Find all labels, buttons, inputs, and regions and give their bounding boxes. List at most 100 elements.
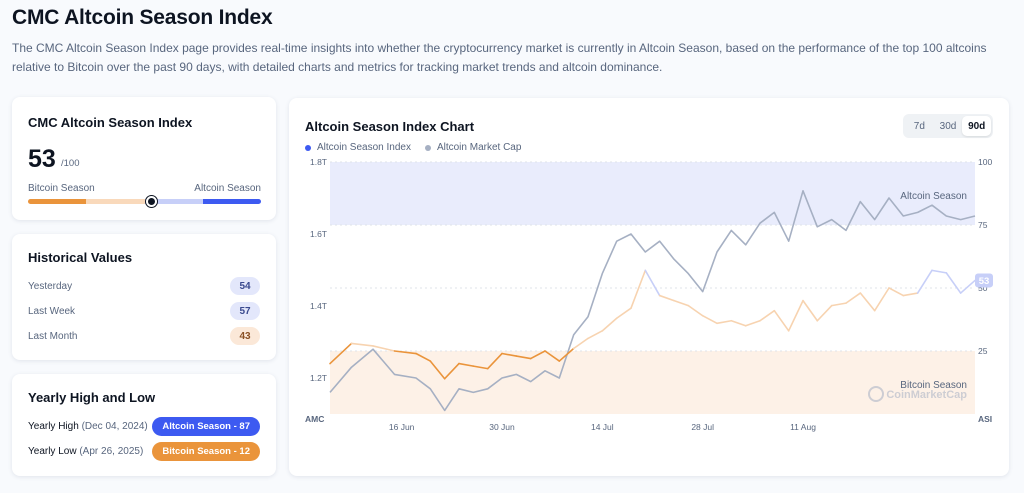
yearly-high-label: Yearly High (Dec 04, 2024) — [28, 421, 148, 432]
watermark: CoinMarketCap — [868, 386, 967, 402]
index-line-segment — [916, 269, 933, 294]
history-value-badge: 43 — [230, 327, 260, 345]
left-axis-label: AMC — [305, 414, 324, 424]
x-tick-label: 14 Jul — [591, 422, 614, 432]
history-label: Last Week — [28, 305, 76, 317]
index-line-segment — [773, 309, 790, 332]
index-line-segment — [572, 337, 589, 350]
index-line-segment — [945, 272, 962, 294]
index-line-segment — [902, 292, 919, 297]
index-line-segment — [501, 352, 518, 357]
yearly-title: Yearly High and Low — [28, 390, 156, 405]
index-line-segment — [888, 287, 905, 297]
legend-item-index[interactable]: Altcoin Season Index — [305, 142, 411, 153]
index-line-segment — [787, 299, 804, 332]
history-label: Yesterday — [28, 280, 73, 292]
index-line-segment — [544, 350, 561, 362]
index-line-segment — [472, 365, 489, 370]
index-line-segment — [859, 292, 876, 312]
altcoin-season-zone — [330, 162, 975, 225]
x-tick-label: 30 Jun — [489, 422, 515, 432]
index-line-segment — [415, 352, 432, 362]
yearly-high-row: Yearly High (Dec 04, 2024) Altcoin Seaso… — [28, 417, 260, 436]
index-line-segment — [687, 304, 704, 317]
history-label: Last Month — [28, 330, 78, 342]
yearly-low-row: Yearly Low (Apr 26, 2025) Bitcoin Season… — [28, 442, 260, 461]
index-value: 53 — [28, 145, 56, 173]
index-line-segment — [830, 302, 847, 307]
gauge-marker — [145, 196, 157, 207]
right-axis-label: ASI — [978, 414, 992, 424]
gauge-right-label: Altcoin Season — [194, 183, 261, 194]
index-line-segment — [443, 362, 460, 380]
current-value-badge: 53 — [975, 273, 993, 288]
index-line-segment — [630, 269, 647, 309]
index-max: /100 — [61, 158, 80, 169]
zone-label-altcoin: Altcoin Season — [900, 191, 967, 202]
svg-text:53: 53 — [979, 276, 990, 287]
left-tick-label: 1.8T — [310, 157, 327, 167]
zone-label-bitcoin: Bitcoin Season — [900, 380, 967, 391]
right-tick-label: 100 — [978, 157, 992, 167]
altcoin-season-chart: 25 50 75 100 1.2T 1.4T 1.6T 1.8T 16 Jun 30 Jun 14… — [305, 157, 993, 432]
chart-title: Altcoin Season Index Chart — [305, 119, 475, 134]
index-line-segment — [716, 319, 733, 325]
right-tick-label: 75 — [978, 220, 988, 230]
history-row-yesterday: Yesterday 54 — [28, 276, 260, 296]
index-line-segment — [429, 360, 446, 380]
right-tick-label: 50 — [978, 283, 988, 293]
index-line-segment — [350, 342, 374, 347]
x-tick-label: 11 Aug — [790, 422, 816, 432]
index-line-segment — [816, 304, 833, 322]
index-line-segment — [587, 330, 604, 340]
historical-values-card: Historical Values Yesterday 54 Last Week… — [12, 234, 276, 360]
index-line-segment — [701, 314, 718, 325]
x-tick-label: 16 Jun — [389, 422, 415, 432]
history-row-last-week: Last Week 57 — [28, 301, 260, 321]
yearly-high-low-card: Yearly High and Low Yearly High (Dec 04,… — [12, 374, 276, 476]
yearly-high-badge: Altcoin Season - 87 — [152, 417, 260, 436]
coinmarketcap-logo-icon — [868, 386, 884, 402]
index-line-segment — [458, 362, 475, 367]
tab-90d[interactable]: 90d — [962, 116, 992, 136]
page-description: The CMC Altcoin Season Index page provid… — [12, 41, 987, 74]
index-line-segment — [558, 347, 575, 362]
legend-item-market-cap[interactable]: Altcoin Market Cap — [424, 142, 521, 153]
history-row-last-month: Last Month 43 — [28, 326, 260, 346]
index-line-segment — [515, 355, 532, 360]
svg-text:CoinMarketCap: CoinMarketCap — [886, 389, 967, 401]
history-value-badge: 57 — [230, 302, 260, 320]
index-line-segment — [615, 307, 632, 320]
bitcoin-season-zone — [330, 351, 975, 414]
index-line-segment — [845, 292, 862, 304]
index-line-segment — [673, 299, 690, 307]
left-tick-label: 1.2T — [310, 373, 327, 383]
chart-legend: Altcoin Season Index Altcoin Market Cap — [305, 142, 521, 153]
index-line-segment — [873, 287, 890, 312]
market-cap-line — [329, 190, 976, 412]
tab-7d[interactable]: 7d — [913, 120, 925, 132]
index-line-segment — [744, 319, 761, 327]
index-card: CMC Altcoin Season Index 53 /100 Bitcoin… — [12, 97, 276, 220]
gauge-left-label: Bitcoin Season — [28, 183, 95, 194]
index-line-segment — [644, 269, 661, 297]
index-line-segment — [601, 317, 618, 332]
index-card-title: CMC Altcoin Season Index — [28, 115, 193, 130]
index-line-segment — [802, 299, 819, 322]
history-value-badge: 54 — [230, 277, 260, 295]
x-tick-label: 28 Jul — [691, 422, 714, 432]
index-line-segment — [759, 309, 776, 322]
tab-30d[interactable]: 30d — [939, 120, 957, 132]
chart-card: Altcoin Season Index Chart 7d 30d 90d Al… — [289, 98, 1009, 476]
index-line-segment — [486, 352, 503, 370]
index-line-segment — [658, 294, 675, 302]
page-title: CMC Altcoin Season Index — [12, 6, 273, 29]
index-line-segment — [372, 345, 396, 352]
season-gauge — [28, 199, 261, 204]
left-tick-label: 1.4T — [310, 301, 327, 311]
index-line-segment — [529, 350, 546, 360]
yearly-low-label: Yearly Low (Apr 26, 2025) — [28, 446, 144, 457]
right-tick-label: 25 — [978, 346, 988, 356]
left-tick-label: 1.6T — [310, 229, 327, 239]
index-line-segment — [730, 319, 747, 327]
